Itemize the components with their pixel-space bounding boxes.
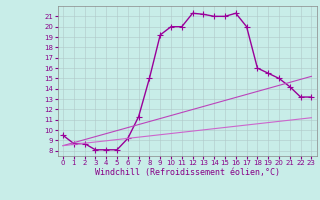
X-axis label: Windchill (Refroidissement éolien,°C): Windchill (Refroidissement éolien,°C) [95,168,280,177]
